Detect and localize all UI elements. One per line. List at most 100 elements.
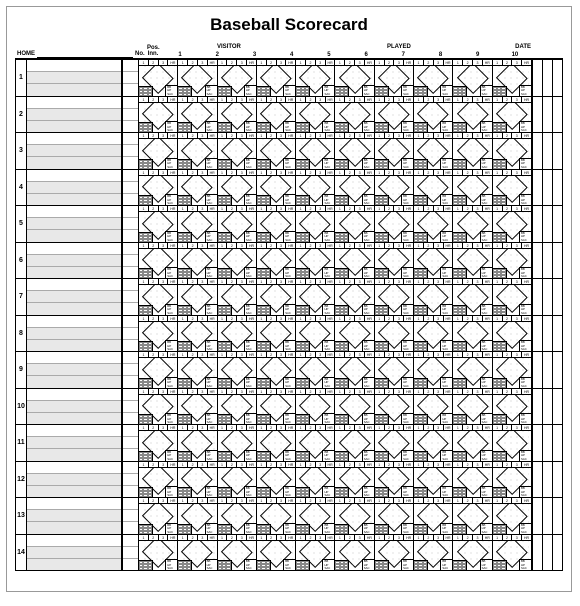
player-name-line[interactable]: [27, 60, 121, 72]
score-cell[interactable]: 123HRBBHPSAC: [453, 60, 491, 97]
score-cell[interactable]: 123HRBBHPSAC: [335, 498, 373, 535]
totals-cell[interactable]: [543, 425, 552, 462]
score-cell[interactable]: 123HRBBHPSAC: [178, 352, 216, 389]
score-cell[interactable]: 123HRBBHPSAC: [139, 206, 177, 243]
totals-cell[interactable]: [553, 352, 562, 389]
totals-cell[interactable]: [553, 206, 562, 243]
score-cell[interactable]: 123HRBBHPSAC: [296, 97, 334, 134]
score-cell[interactable]: 123HRBBHPSAC: [493, 462, 531, 499]
player-name-line[interactable]: [27, 194, 121, 205]
pos-line[interactable]: [123, 230, 138, 241]
pos-line[interactable]: [123, 60, 138, 72]
pos-line[interactable]: [123, 157, 138, 168]
pos-line[interactable]: [123, 255, 138, 267]
player-name-line[interactable]: [27, 316, 121, 328]
totals-cell[interactable]: [543, 60, 552, 97]
pos-line[interactable]: [123, 425, 138, 437]
score-cell[interactable]: 123HRBBHPSAC: [375, 462, 413, 499]
pos-line[interactable]: [123, 109, 138, 121]
totals-cell[interactable]: [533, 462, 542, 499]
player-name-line[interactable]: [27, 425, 121, 437]
player-name-line[interactable]: [27, 486, 121, 497]
score-cell[interactable]: 123HRBBHPSAC: [178, 60, 216, 97]
totals-cell[interactable]: [533, 535, 542, 572]
score-cell[interactable]: 123HRBBHPSAC: [493, 133, 531, 170]
score-cell[interactable]: 123HRBBHPSAC: [218, 243, 256, 280]
player-name-line[interactable]: [27, 218, 121, 230]
player-name-line[interactable]: [27, 449, 121, 460]
score-cell[interactable]: 123HRBBHPSAC: [296, 498, 334, 535]
totals-cell[interactable]: [553, 60, 562, 97]
totals-cell[interactable]: [543, 243, 552, 280]
score-cell[interactable]: 123HRBBHPSAC: [178, 425, 216, 462]
player-name-line[interactable]: [27, 303, 121, 314]
player-name-line[interactable]: [27, 206, 121, 218]
player-name-line[interactable]: [27, 340, 121, 351]
score-cell[interactable]: 123HRBBHPSAC: [453, 206, 491, 243]
score-cell[interactable]: 123HRBBHPSAC: [178, 316, 216, 353]
player-name-line[interactable]: [27, 121, 121, 132]
score-cell[interactable]: 123HRBBHPSAC: [453, 316, 491, 353]
score-cell[interactable]: 123HRBBHPSAC: [453, 97, 491, 134]
player-name-line[interactable]: [27, 413, 121, 424]
score-cell[interactable]: 123HRBBHPSAC: [375, 133, 413, 170]
totals-cell[interactable]: [543, 279, 552, 316]
player-name-line[interactable]: [27, 437, 121, 449]
pos-line[interactable]: [123, 522, 138, 533]
pos-line[interactable]: [123, 133, 138, 145]
score-cell[interactable]: 123HRBBHPSAC: [493, 425, 531, 462]
totals-cell[interactable]: [543, 462, 552, 499]
score-cell[interactable]: 123HRBBHPSAC: [414, 352, 452, 389]
score-cell[interactable]: 123HRBBHPSAC: [139, 316, 177, 353]
score-cell[interactable]: 123HRBBHPSAC: [375, 316, 413, 353]
totals-cell[interactable]: [553, 316, 562, 353]
score-cell[interactable]: 123HRBBHPSAC: [178, 243, 216, 280]
pos-line[interactable]: [123, 376, 138, 387]
totals-cell[interactable]: [543, 97, 552, 134]
totals-cell[interactable]: [553, 279, 562, 316]
score-cell[interactable]: 123HRBBHPSAC: [414, 498, 452, 535]
score-cell[interactable]: 123HRBBHPSAC: [414, 60, 452, 97]
score-cell[interactable]: 123HRBBHPSAC: [335, 170, 373, 207]
score-cell[interactable]: 123HRBBHPSAC: [218, 97, 256, 134]
pos-line[interactable]: [123, 206, 138, 218]
pos-line[interactable]: [123, 389, 138, 401]
score-cell[interactable]: 123HRBBHPSAC: [453, 462, 491, 499]
score-cell[interactable]: 123HRBBHPSAC: [493, 60, 531, 97]
score-cell[interactable]: 123HRBBHPSAC: [375, 389, 413, 426]
pos-line[interactable]: [123, 97, 138, 109]
totals-cell[interactable]: [533, 279, 542, 316]
pos-line[interactable]: [123, 218, 138, 230]
score-cell[interactable]: 123HRBBHPSAC: [218, 279, 256, 316]
score-cell[interactable]: 123HRBBHPSAC: [139, 425, 177, 462]
totals-cell[interactable]: [533, 170, 542, 207]
player-name-line[interactable]: [27, 230, 121, 241]
score-cell[interactable]: 123HRBBHPSAC: [375, 243, 413, 280]
player-name-line[interactable]: [27, 474, 121, 486]
totals-cell[interactable]: [543, 170, 552, 207]
score-cell[interactable]: 123HRBBHPSAC: [335, 425, 373, 462]
score-cell[interactable]: 123HRBBHPSAC: [178, 133, 216, 170]
score-cell[interactable]: 123HRBBHPSAC: [493, 206, 531, 243]
pos-line[interactable]: [123, 340, 138, 351]
totals-cell[interactable]: [533, 389, 542, 426]
pos-line[interactable]: [123, 364, 138, 376]
score-cell[interactable]: 123HRBBHPSAC: [218, 206, 256, 243]
score-cell[interactable]: 123HRBBHPSAC: [453, 243, 491, 280]
score-cell[interactable]: 123HRBBHPSAC: [257, 535, 295, 572]
score-cell[interactable]: 123HRBBHPSAC: [335, 243, 373, 280]
pos-line[interactable]: [123, 170, 138, 182]
score-cell[interactable]: 123HRBBHPSAC: [139, 462, 177, 499]
score-cell[interactable]: 123HRBBHPSAC: [414, 389, 452, 426]
score-cell[interactable]: 123HRBBHPSAC: [296, 535, 334, 572]
score-cell[interactable]: 123HRBBHPSAC: [493, 316, 531, 353]
score-cell[interactable]: 123HRBBHPSAC: [178, 206, 216, 243]
totals-cell[interactable]: [553, 389, 562, 426]
player-name-line[interactable]: [27, 510, 121, 522]
pos-line[interactable]: [123, 267, 138, 278]
score-cell[interactable]: 123HRBBHPSAC: [257, 389, 295, 426]
score-cell[interactable]: 123HRBBHPSAC: [375, 535, 413, 572]
pos-line[interactable]: [123, 449, 138, 460]
score-cell[interactable]: 123HRBBHPSAC: [139, 97, 177, 134]
score-cell[interactable]: 123HRBBHPSAC: [493, 389, 531, 426]
